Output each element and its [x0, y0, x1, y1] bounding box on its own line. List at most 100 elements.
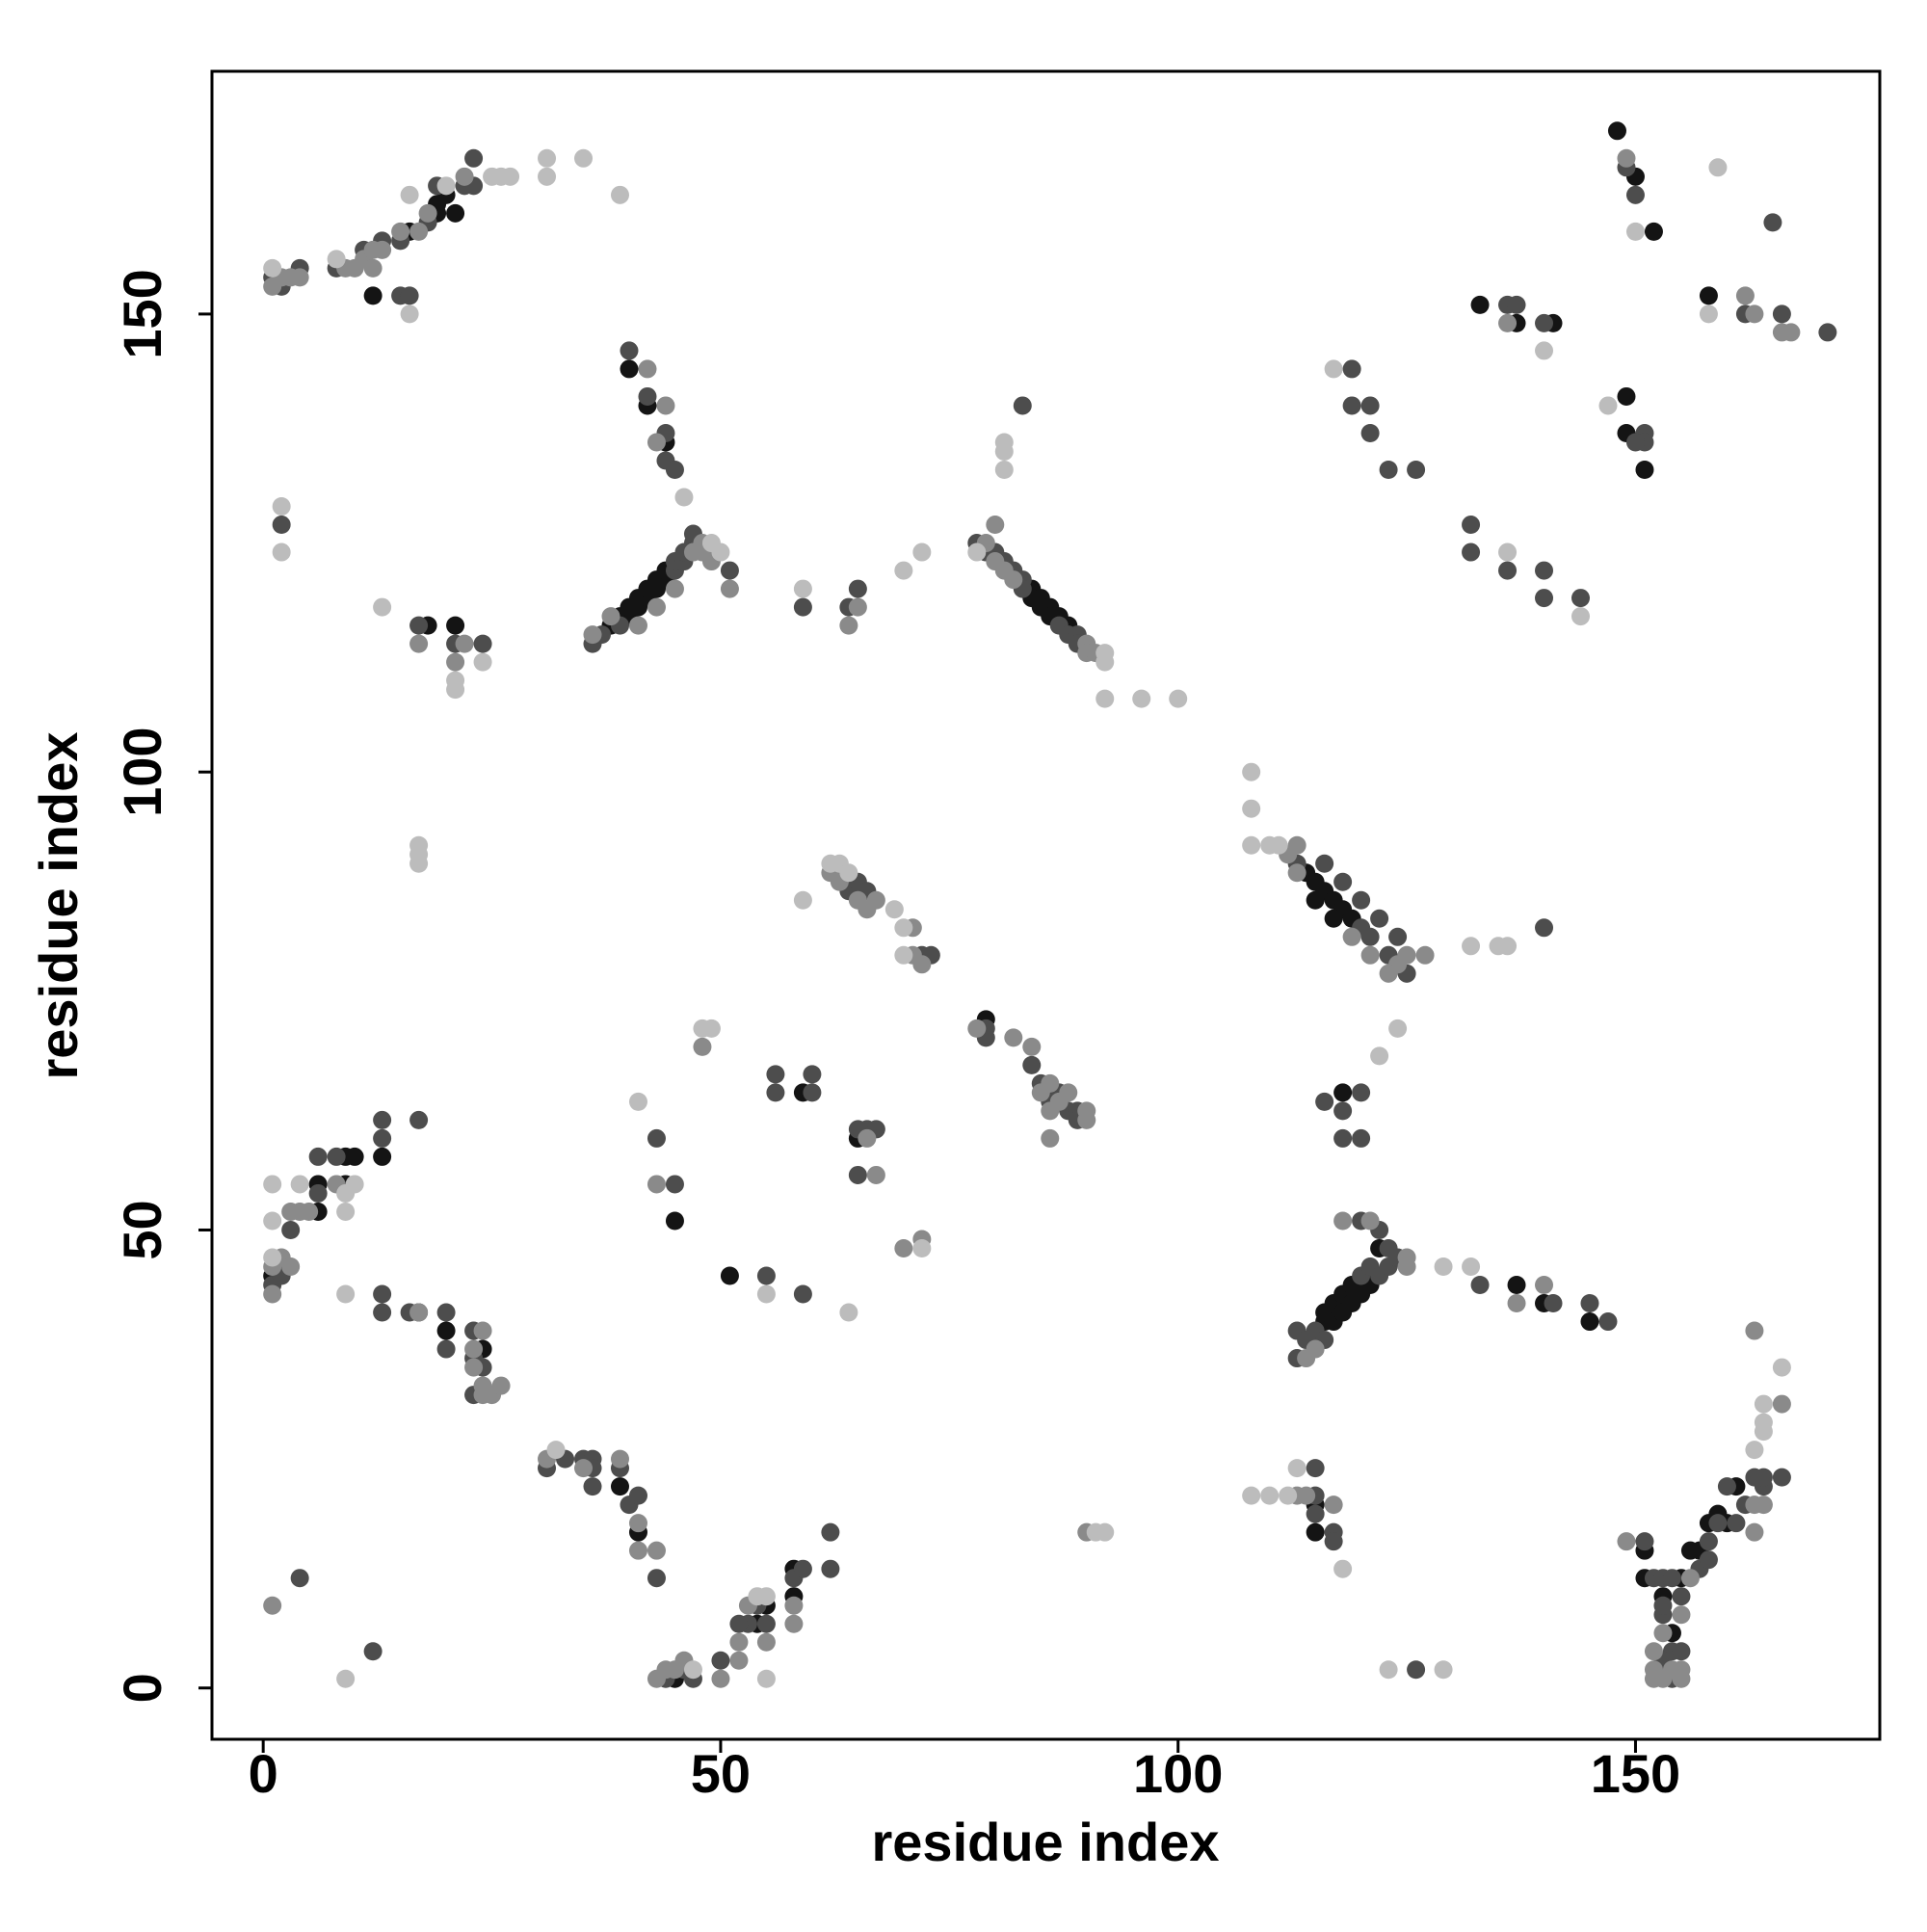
contact-point — [756, 1587, 776, 1606]
contact-point — [1306, 1459, 1325, 1478]
contact-point — [894, 945, 913, 965]
y-tick-label: 100 — [112, 727, 172, 816]
contact-point — [1324, 359, 1343, 379]
contact-point — [1672, 1605, 1691, 1625]
contact-point — [1022, 1055, 1042, 1074]
contact-point — [464, 1339, 484, 1359]
contact-point — [793, 1284, 812, 1304]
contact-point — [1242, 835, 1261, 855]
contact-point — [628, 1541, 647, 1560]
contact-point — [665, 579, 684, 598]
contact-point — [1727, 1514, 1746, 1533]
contact-point — [1745, 1522, 1764, 1542]
contact-point — [1470, 1276, 1490, 1295]
contact-point — [336, 1284, 356, 1304]
contact-point — [894, 1238, 913, 1257]
contact-point — [866, 1165, 885, 1184]
y-tick-label: 0 — [112, 1673, 172, 1703]
contact-point — [409, 1110, 429, 1129]
contact-point — [1818, 323, 1837, 342]
contact-point — [1352, 890, 1371, 910]
contact-point — [1672, 1587, 1691, 1606]
contact-point — [1333, 872, 1353, 891]
contact-point — [1699, 304, 1718, 324]
contact-point — [1617, 1532, 1636, 1551]
contact-point — [793, 1559, 812, 1578]
contact-point — [373, 1147, 392, 1166]
contact-point — [1535, 341, 1554, 360]
contact-point — [1379, 964, 1398, 983]
contact-point — [373, 1284, 392, 1304]
contact-point — [409, 634, 429, 653]
contact-point — [756, 1284, 776, 1304]
contact-point — [1598, 1312, 1618, 1332]
contact-point — [409, 1303, 429, 1322]
contact-point — [1498, 937, 1518, 956]
contact-point — [1617, 148, 1636, 168]
contact-point — [1699, 1532, 1718, 1551]
contact-point — [1717, 1477, 1736, 1496]
contact-point — [373, 1303, 392, 1322]
contact-point — [1132, 689, 1151, 708]
contact-point — [1022, 1037, 1042, 1056]
contact-point — [290, 1569, 309, 1588]
contact-point — [821, 1522, 840, 1542]
contact-point — [1763, 213, 1782, 232]
contact-point — [455, 634, 474, 653]
contact-point — [647, 1541, 666, 1560]
contact-point — [400, 185, 419, 204]
contact-point — [327, 250, 346, 269]
contact-point — [583, 1477, 602, 1496]
contact-point — [363, 286, 383, 305]
contact-point — [1699, 286, 1718, 305]
contact-point — [793, 890, 812, 910]
contact-point — [756, 1614, 776, 1633]
x-tick-label: 150 — [1591, 1743, 1680, 1804]
contact-point — [610, 1449, 629, 1469]
contact-point — [1672, 1669, 1691, 1688]
contact-point — [665, 1175, 684, 1194]
contact-point — [1653, 1624, 1673, 1643]
contact-point — [436, 176, 456, 196]
contact-point — [272, 516, 291, 535]
contact-point — [1041, 1073, 1060, 1093]
contact-point — [373, 240, 392, 259]
contact-point — [1360, 423, 1380, 442]
contact-point — [409, 854, 429, 873]
contact-point — [1095, 652, 1115, 672]
contact-point — [409, 616, 429, 635]
contact-point — [345, 1147, 364, 1166]
contact-point — [720, 1266, 739, 1285]
contact-point — [1407, 461, 1426, 480]
contact-point — [1342, 396, 1361, 415]
contact-point — [1598, 396, 1618, 415]
contact-point — [308, 1147, 328, 1166]
contact-point — [1699, 1550, 1718, 1570]
plot-frame — [210, 69, 1882, 1741]
contact-point — [1507, 1276, 1526, 1295]
contact-point — [610, 185, 629, 204]
contact-point — [1397, 945, 1416, 965]
contact-point — [373, 597, 392, 617]
contact-point — [1352, 1128, 1371, 1148]
contact-point — [994, 461, 1014, 480]
contact-point — [1772, 1358, 1791, 1377]
contact-point — [1370, 909, 1389, 928]
contact-point — [647, 433, 666, 452]
contact-point — [756, 1669, 776, 1688]
contact-point — [1462, 543, 1481, 562]
contact-point — [1306, 1522, 1325, 1542]
contact-point — [1544, 1294, 1563, 1313]
contact-point — [1635, 461, 1654, 480]
contact-point — [538, 148, 557, 168]
contact-point — [263, 258, 282, 278]
contact-point — [1077, 1110, 1096, 1129]
contact-point — [656, 396, 675, 415]
contact-point — [1708, 1514, 1728, 1533]
contact-point — [766, 1083, 785, 1102]
contact-point — [1379, 461, 1398, 480]
contact-point — [1242, 1486, 1261, 1505]
contact-point — [647, 1569, 666, 1588]
contact-point — [1415, 945, 1435, 965]
contact-point — [263, 1175, 282, 1194]
